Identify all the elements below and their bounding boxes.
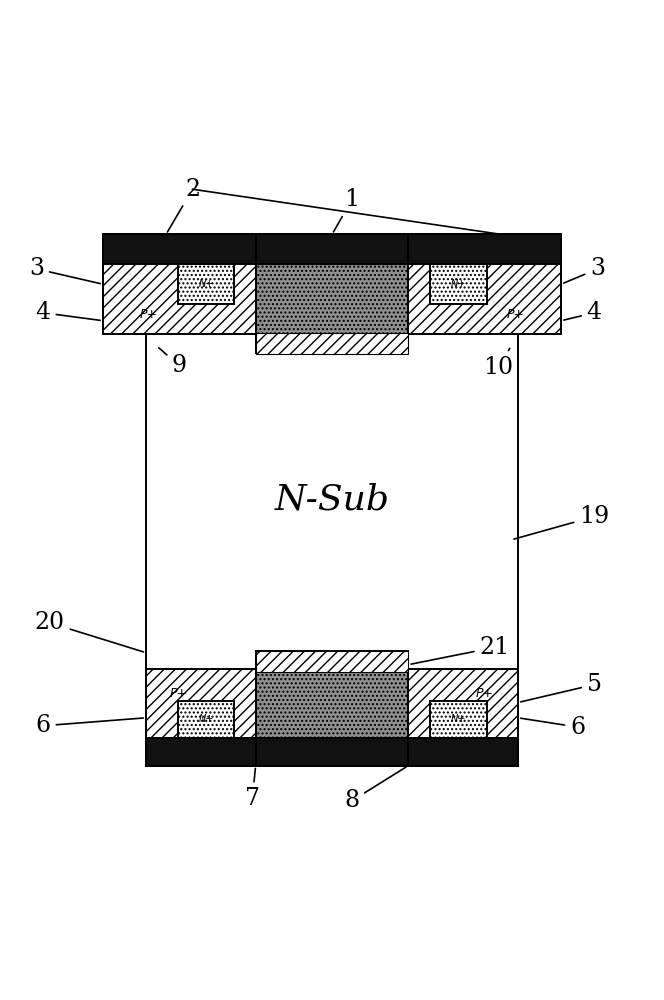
Bar (146, 669, 256, 738)
Bar (146, 738, 256, 766)
Bar (256, 333, 408, 354)
Text: 5: 5 (521, 673, 602, 702)
Text: P+: P+ (506, 308, 525, 321)
Text: 2: 2 (167, 178, 200, 232)
Text: 6: 6 (36, 714, 143, 737)
Bar (408, 738, 518, 766)
Text: N+: N+ (199, 279, 214, 289)
Bar (178, 701, 234, 738)
Text: 4: 4 (564, 301, 602, 324)
Bar (256, 264, 408, 353)
Text: 6: 6 (521, 716, 585, 739)
Text: N+: N+ (451, 714, 466, 724)
Bar (103, 264, 256, 334)
Text: 19: 19 (514, 505, 610, 539)
Text: N-Sub: N-Sub (274, 483, 390, 517)
Text: 7: 7 (245, 768, 260, 810)
Text: N+: N+ (451, 279, 466, 289)
Bar (408, 264, 561, 334)
Text: 9: 9 (159, 348, 187, 377)
Text: P+: P+ (139, 308, 158, 321)
Bar (256, 234, 408, 264)
Text: 21: 21 (411, 636, 510, 664)
Bar (178, 264, 234, 304)
Bar (408, 234, 561, 264)
Bar (256, 738, 408, 766)
Bar (256, 651, 408, 738)
Text: 8: 8 (345, 767, 406, 812)
Text: P+: P+ (476, 687, 494, 700)
Text: 20: 20 (35, 611, 143, 652)
Text: N+: N+ (199, 714, 214, 724)
Bar (103, 234, 256, 264)
Text: 4: 4 (36, 301, 100, 324)
Text: 1: 1 (333, 188, 359, 232)
Bar (256, 651, 408, 672)
Bar (430, 701, 487, 738)
Text: P+: P+ (170, 687, 188, 700)
Bar (430, 264, 487, 304)
Text: 3: 3 (564, 257, 605, 283)
Bar (146, 334, 518, 669)
Text: 3: 3 (29, 257, 100, 284)
Bar (408, 669, 518, 738)
Text: 10: 10 (483, 348, 513, 379)
